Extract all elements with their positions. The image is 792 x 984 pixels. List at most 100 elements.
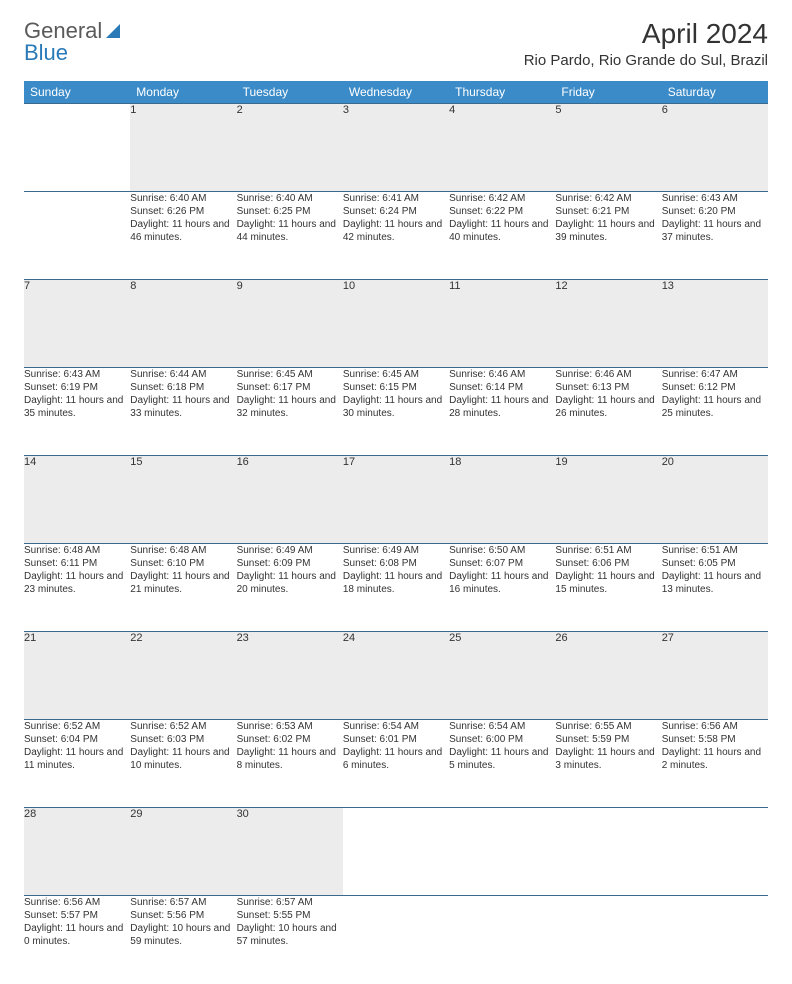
day-header: Monday [130, 81, 236, 104]
day-number-cell: 24 [343, 632, 449, 720]
daylight-text: Daylight: 10 hours and 57 minutes. [237, 922, 343, 948]
daylight-text: Daylight: 11 hours and 10 minutes. [130, 746, 236, 772]
daylight-text: Daylight: 11 hours and 21 minutes. [130, 570, 236, 596]
day-content-cell: Sunrise: 6:48 AMSunset: 6:10 PMDaylight:… [130, 544, 236, 632]
day-content-cell: Sunrise: 6:45 AMSunset: 6:15 PMDaylight:… [343, 368, 449, 456]
sunset-text: Sunset: 6:26 PM [130, 205, 236, 218]
day-content-cell [24, 192, 130, 280]
day-number-cell: 17 [343, 456, 449, 544]
week-content-row: Sunrise: 6:56 AMSunset: 5:57 PMDaylight:… [24, 896, 768, 984]
sunrise-text: Sunrise: 6:44 AM [130, 368, 236, 381]
sunrise-text: Sunrise: 6:52 AM [24, 720, 130, 733]
title-block: April 2024 Rio Pardo, Rio Grande do Sul,… [524, 18, 768, 69]
day-number-cell: 6 [662, 104, 768, 192]
day-content-cell: Sunrise: 6:45 AMSunset: 6:17 PMDaylight:… [237, 368, 343, 456]
day-content-cell: Sunrise: 6:43 AMSunset: 6:19 PMDaylight:… [24, 368, 130, 456]
daylight-text: Daylight: 11 hours and 30 minutes. [343, 394, 449, 420]
sunset-text: Sunset: 6:00 PM [449, 733, 555, 746]
day-number-cell: 23 [237, 632, 343, 720]
day-number-cell: 21 [24, 632, 130, 720]
daylight-text: Daylight: 11 hours and 8 minutes. [237, 746, 343, 772]
sunset-text: Sunset: 6:24 PM [343, 205, 449, 218]
day-number-cell: 18 [449, 456, 555, 544]
sunrise-text: Sunrise: 6:46 AM [449, 368, 555, 381]
sunset-text: Sunset: 6:02 PM [237, 733, 343, 746]
day-number-cell: 9 [237, 280, 343, 368]
sunrise-text: Sunrise: 6:48 AM [130, 544, 236, 557]
day-content-cell: Sunrise: 6:49 AMSunset: 6:08 PMDaylight:… [343, 544, 449, 632]
day-number-cell [449, 808, 555, 896]
day-content-cell [555, 896, 661, 984]
sunset-text: Sunset: 6:19 PM [24, 381, 130, 394]
sunset-text: Sunset: 6:17 PM [237, 381, 343, 394]
day-number-cell: 13 [662, 280, 768, 368]
sunset-text: Sunset: 6:12 PM [662, 381, 768, 394]
sunset-text: Sunset: 6:11 PM [24, 557, 130, 570]
sunset-text: Sunset: 5:55 PM [237, 909, 343, 922]
day-number-cell: 7 [24, 280, 130, 368]
daylight-text: Daylight: 11 hours and 11 minutes. [24, 746, 130, 772]
sunset-text: Sunset: 6:03 PM [130, 733, 236, 746]
sunrise-text: Sunrise: 6:57 AM [237, 896, 343, 909]
calendar-body: 123456Sunrise: 6:40 AMSunset: 6:26 PMDay… [24, 104, 768, 984]
daylight-text: Daylight: 11 hours and 35 minutes. [24, 394, 130, 420]
daylight-text: Daylight: 11 hours and 15 minutes. [555, 570, 661, 596]
week-number-row: 282930 [24, 808, 768, 896]
daylight-text: Daylight: 11 hours and 2 minutes. [662, 746, 768, 772]
sunrise-text: Sunrise: 6:46 AM [555, 368, 661, 381]
day-number-cell: 29 [130, 808, 236, 896]
day-content-cell: Sunrise: 6:56 AMSunset: 5:58 PMDaylight:… [662, 720, 768, 808]
daylight-text: Daylight: 11 hours and 5 minutes. [449, 746, 555, 772]
sunrise-text: Sunrise: 6:40 AM [237, 192, 343, 205]
sunset-text: Sunset: 5:59 PM [555, 733, 661, 746]
sunrise-text: Sunrise: 6:51 AM [662, 544, 768, 557]
sunrise-text: Sunrise: 6:41 AM [343, 192, 449, 205]
day-content-cell: Sunrise: 6:48 AMSunset: 6:11 PMDaylight:… [24, 544, 130, 632]
day-content-cell: Sunrise: 6:43 AMSunset: 6:20 PMDaylight:… [662, 192, 768, 280]
day-number-cell: 25 [449, 632, 555, 720]
calendar-header-row: Sunday Monday Tuesday Wednesday Thursday… [24, 81, 768, 104]
day-header: Saturday [662, 81, 768, 104]
day-content-cell: Sunrise: 6:54 AMSunset: 6:01 PMDaylight:… [343, 720, 449, 808]
daylight-text: Daylight: 11 hours and 13 minutes. [662, 570, 768, 596]
week-number-row: 14151617181920 [24, 456, 768, 544]
day-content-cell: Sunrise: 6:49 AMSunset: 6:09 PMDaylight:… [237, 544, 343, 632]
day-header: Friday [555, 81, 661, 104]
day-number-cell [555, 808, 661, 896]
day-number-cell: 3 [343, 104, 449, 192]
header: General April 2024 Rio Pardo, Rio Grande… [24, 18, 768, 69]
sunrise-text: Sunrise: 6:56 AM [662, 720, 768, 733]
sunset-text: Sunset: 6:13 PM [555, 381, 661, 394]
sunrise-text: Sunrise: 6:48 AM [24, 544, 130, 557]
day-number-cell [343, 808, 449, 896]
sunset-text: Sunset: 6:01 PM [343, 733, 449, 746]
day-number-cell: 30 [237, 808, 343, 896]
daylight-text: Daylight: 11 hours and 20 minutes. [237, 570, 343, 596]
sunset-text: Sunset: 6:25 PM [237, 205, 343, 218]
week-content-row: Sunrise: 6:40 AMSunset: 6:26 PMDaylight:… [24, 192, 768, 280]
day-number-cell: 27 [662, 632, 768, 720]
sunset-text: Sunset: 5:58 PM [662, 733, 768, 746]
sunrise-text: Sunrise: 6:49 AM [237, 544, 343, 557]
sunrise-text: Sunrise: 6:50 AM [449, 544, 555, 557]
day-content-cell: Sunrise: 6:51 AMSunset: 6:05 PMDaylight:… [662, 544, 768, 632]
daylight-text: Daylight: 11 hours and 18 minutes. [343, 570, 449, 596]
day-number-cell: 20 [662, 456, 768, 544]
sunset-text: Sunset: 5:57 PM [24, 909, 130, 922]
sunset-text: Sunset: 6:04 PM [24, 733, 130, 746]
day-content-cell: Sunrise: 6:46 AMSunset: 6:14 PMDaylight:… [449, 368, 555, 456]
day-content-cell: Sunrise: 6:40 AMSunset: 6:25 PMDaylight:… [237, 192, 343, 280]
day-number-cell: 16 [237, 456, 343, 544]
week-number-row: 21222324252627 [24, 632, 768, 720]
day-content-cell: Sunrise: 6:54 AMSunset: 6:00 PMDaylight:… [449, 720, 555, 808]
daylight-text: Daylight: 11 hours and 44 minutes. [237, 218, 343, 244]
day-content-cell [449, 896, 555, 984]
daylight-text: Daylight: 11 hours and 40 minutes. [449, 218, 555, 244]
sunrise-text: Sunrise: 6:55 AM [555, 720, 661, 733]
sunset-text: Sunset: 6:05 PM [662, 557, 768, 570]
day-content-cell: Sunrise: 6:57 AMSunset: 5:55 PMDaylight:… [237, 896, 343, 984]
day-content-cell: Sunrise: 6:51 AMSunset: 6:06 PMDaylight:… [555, 544, 661, 632]
day-number-cell: 22 [130, 632, 236, 720]
month-title: April 2024 [524, 18, 768, 50]
day-content-cell: Sunrise: 6:50 AMSunset: 6:07 PMDaylight:… [449, 544, 555, 632]
